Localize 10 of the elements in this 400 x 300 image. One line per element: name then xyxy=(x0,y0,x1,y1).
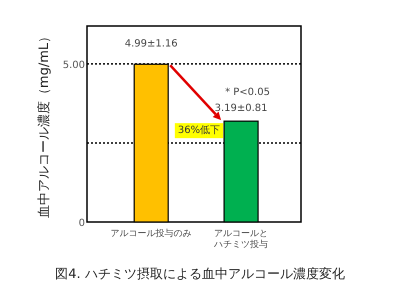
x-tick-label: アルコールとハチミツ投与 xyxy=(213,229,268,250)
y-axis-title: 血中アルコール濃度（mg/mL） xyxy=(36,30,52,218)
x-tick-label: アルコール投与のみ xyxy=(110,228,192,239)
text: 図4. ハチミツ摂取による血中アルコール濃度変化 xyxy=(55,266,345,282)
data-label: 3.19±0.81 xyxy=(214,103,268,114)
annotation: 36%低下 xyxy=(178,125,220,136)
y-tick-label: 5.00 xyxy=(62,60,85,71)
data-label: 4.99±1.16 xyxy=(124,38,178,50)
annotation: * P<0.05 xyxy=(225,87,270,98)
y-tick-label: 0 xyxy=(78,218,85,229)
